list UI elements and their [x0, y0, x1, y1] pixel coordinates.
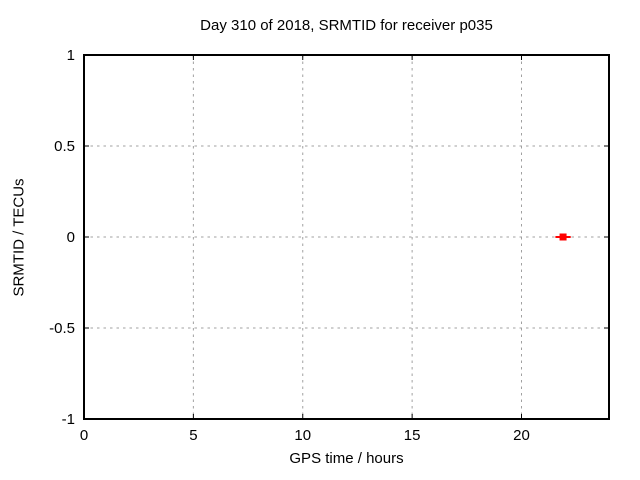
y-tick-label: -0.5 — [49, 320, 75, 337]
x-axis-label: GPS time / hours — [289, 450, 404, 467]
x-tick-label: 5 — [189, 427, 197, 444]
y-tick-label: 0.5 — [54, 138, 75, 155]
x-tick-label: 0 — [80, 427, 88, 444]
x-tick-label: 10 — [294, 427, 311, 444]
y-tick-label: 1 — [67, 47, 75, 64]
x-tick-label: 20 — [513, 427, 530, 444]
x-tick-label: 15 — [404, 427, 421, 444]
y-tick-label: -1 — [62, 411, 75, 428]
y-tick-label: 0 — [67, 229, 75, 246]
data-point-marker — [559, 233, 567, 241]
chart-title: Day 310 of 2018, SRMTID for receiver p03… — [200, 17, 493, 34]
